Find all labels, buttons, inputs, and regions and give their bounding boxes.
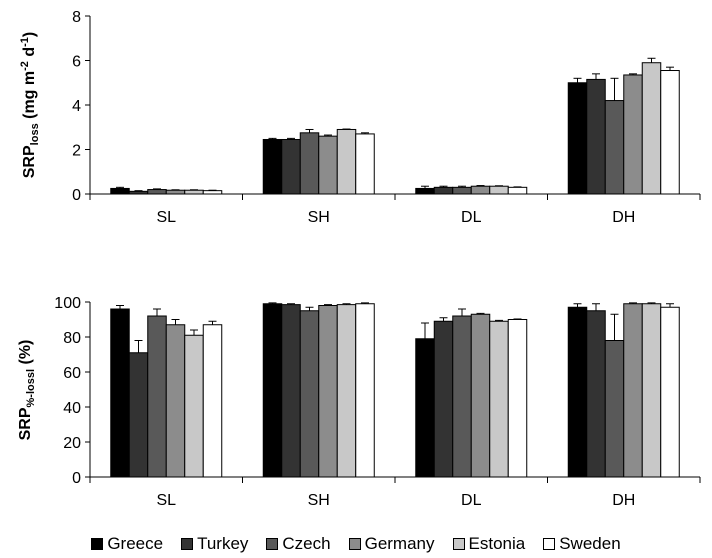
bar-sweden [507,186,528,195]
bar-estonia [184,334,204,478]
legend-item-sweden: Sweden [543,534,621,554]
y-tick-label: 2 [72,143,81,160]
bar-germany [165,189,186,195]
legend-label: Sweden [559,534,621,553]
x-category-label: DH [612,492,635,509]
bar-turkey [433,320,454,478]
bar-greece [415,187,435,195]
bar-greece [110,187,130,195]
x-category-label: DL [461,492,482,509]
legend-item-estonia: Estonia [452,534,526,554]
y-tick-label: 8 [72,9,81,26]
x-category-label: DL [461,209,482,226]
bar-germany [470,185,491,195]
bar-sweden [202,190,223,195]
bar-sweden [660,70,680,195]
bar-estonia [336,128,357,195]
y-tick-label: 20 [63,435,81,452]
y-tick-label: 6 [72,54,81,71]
legend-swatch-czech [266,538,279,550]
legend-label: Germany [364,534,435,553]
legend-label: Estonia [468,534,526,553]
legend-item-czech: Czech [266,534,331,554]
bar-estonia [641,303,662,478]
bar-turkey [128,190,149,195]
legend-swatch-sweden [543,538,556,550]
bar-sweden [507,319,528,478]
x-category-label: SH [308,209,330,226]
legend-label: Greece [107,534,164,553]
bar-turkey [281,138,301,195]
bar-czech [452,315,472,478]
legend-item-greece: Greece [91,534,163,554]
y-tick-label: 4 [72,98,81,115]
x-category-label: SL [156,492,176,509]
legend-swatch-estonia [452,538,465,550]
legend-label: Turkey [197,534,249,553]
bar-greece [262,138,283,195]
bar-germany [623,303,643,478]
bar-czech [452,186,472,195]
y-tick-label: 40 [63,400,81,417]
bar-czech [604,100,625,195]
bar-sweden [355,303,375,478]
y-tick-label: 80 [63,330,81,347]
bar-sweden [202,324,223,478]
x-category-label: DH [612,209,635,226]
y-tick-label: 0 [72,470,81,487]
bar-estonia [184,189,204,195]
bar-turkey [281,304,301,478]
chart-panel-srp-percent-loss: 0 20 40 60 80 100 SL SH DL DH [54,295,701,509]
bar-turkey [433,186,454,195]
legend-swatch-germany [348,538,361,550]
y-axis-label-bottom: SRP%-lossl (%) [17,340,37,441]
bar-turkey [586,78,606,195]
bar-estonia [489,185,509,195]
bar-turkey [586,310,606,478]
bar-germany [623,74,643,195]
y-tick-label: 100 [54,295,81,312]
bar-czech [299,132,320,195]
bar-greece [567,306,588,478]
y-tick-label: 0 [72,187,81,204]
bar-sweden [355,133,375,195]
legend-swatch-turkey [181,538,194,550]
bar-sweden [660,306,680,478]
bar-estonia [641,62,662,195]
legend-item-germany: Germany [348,534,435,554]
chart-panel-srp-loss: 0 2 4 6 8 SL SH DL DH [72,9,701,226]
legend: Greece Turkey Czech Germany Estonia Swed… [0,532,712,556]
legend-label: Czech [282,534,331,553]
bar-czech [299,310,320,478]
bar-germany [318,305,338,478]
bar-germany [165,324,186,478]
bar-germany [318,135,338,195]
bar-estonia [336,304,357,478]
y-axis-label-top: SRPloss (mg m-2 d-1) [19,32,41,178]
legend-item-turkey: Turkey [181,534,248,554]
x-category-label: SH [308,492,330,509]
bar-turkey [128,352,149,478]
y-tick-label: 60 [63,365,81,382]
bar-czech [147,315,167,478]
bar-greece [262,303,283,478]
bar-germany [470,313,491,478]
bar-greece [415,338,435,478]
x-category-label: SL [156,209,176,226]
legend-swatch-greece [91,538,104,550]
bar-greece [567,82,588,195]
bar-czech [147,189,167,195]
bar-greece [110,308,130,478]
bar-czech [604,340,625,478]
bar-estonia [489,320,509,478]
